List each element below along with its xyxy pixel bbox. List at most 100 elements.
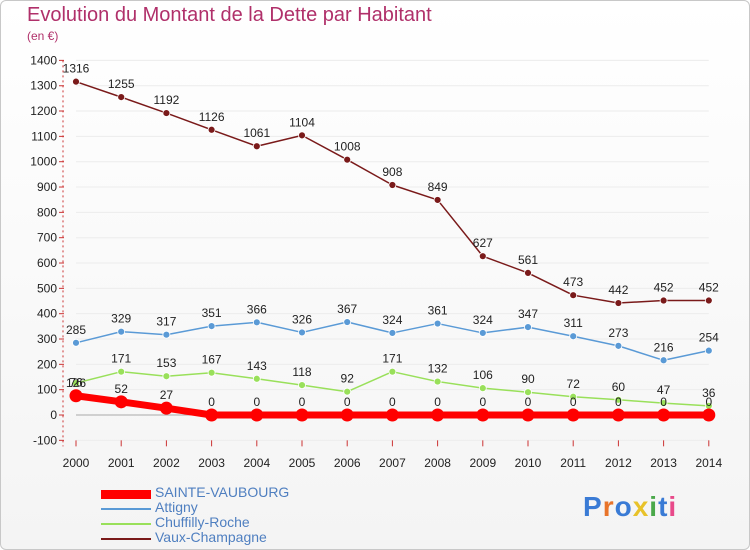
- data-point: [250, 408, 264, 422]
- proxiti-logo: Proxiti: [583, 491, 678, 522]
- data-point: [340, 408, 354, 422]
- legend-swatch: [101, 490, 151, 499]
- line-chart: -100010020030040050060070080090010001100…: [30, 53, 722, 470]
- data-label: 361: [428, 304, 448, 318]
- data-label: 366: [247, 302, 267, 316]
- data-point: [657, 408, 671, 422]
- x-tick-label: 2005: [289, 456, 316, 470]
- data-label: 561: [518, 253, 538, 267]
- data-label: 1316: [63, 62, 90, 76]
- data-label: 118: [292, 365, 311, 379]
- data-point: [207, 322, 216, 330]
- data-point: [569, 392, 578, 401]
- data-label: 90: [521, 372, 535, 386]
- data-point: [702, 408, 716, 422]
- data-point: [659, 296, 668, 305]
- y-tick-label: 700: [37, 231, 57, 245]
- data-label: 27: [160, 388, 174, 402]
- legend-swatch: [101, 508, 151, 510]
- data-point: [614, 395, 623, 404]
- data-label: 317: [156, 315, 176, 329]
- chart-title: Evolution du Montant de la Dette par Hab…: [27, 4, 432, 26]
- data-point: [569, 291, 578, 300]
- data-label: 47: [657, 383, 671, 397]
- data-label: 285: [66, 323, 86, 337]
- data-label: 76: [69, 376, 83, 390]
- data-label: 326: [292, 312, 312, 326]
- data-point: [159, 401, 173, 415]
- data-point: [524, 268, 532, 277]
- data-point: [659, 356, 668, 365]
- data-label: 167: [202, 353, 222, 367]
- data-point: [343, 318, 352, 326]
- x-tick-label: 2010: [515, 456, 542, 470]
- x-tick-label: 2006: [334, 456, 361, 470]
- data-label: 347: [518, 307, 538, 321]
- data-point: [207, 125, 216, 134]
- data-label: 0: [344, 395, 351, 409]
- data-label: 0: [434, 395, 441, 409]
- data-point: [431, 408, 445, 422]
- x-tick-label: 2003: [198, 456, 225, 470]
- y-tick-label: 1300: [30, 79, 57, 93]
- data-point: [388, 181, 397, 189]
- x-tick-label: 2012: [605, 456, 632, 470]
- data-label: 329: [111, 312, 131, 326]
- legend-swatch: [101, 538, 151, 540]
- data-point: [388, 329, 397, 337]
- data-point: [72, 77, 80, 86]
- data-point: [476, 408, 490, 422]
- data-point: [343, 387, 352, 396]
- data-label: 0: [660, 395, 667, 409]
- data-point: [162, 372, 171, 381]
- data-point: [252, 374, 261, 383]
- y-tick-label: 300: [37, 332, 57, 346]
- data-label: 0: [208, 395, 215, 409]
- data-point: [343, 155, 352, 164]
- data-point: [524, 323, 532, 332]
- data-label: 0: [299, 395, 306, 409]
- data-label: 1126: [199, 110, 225, 124]
- data-label: 143: [247, 359, 267, 373]
- data-label: 0: [479, 395, 486, 409]
- data-point: [207, 368, 216, 377]
- y-tick-label: 1200: [30, 104, 57, 118]
- data-label: 442: [608, 283, 628, 297]
- data-label: 452: [654, 281, 674, 295]
- y-tick-label: 1000: [30, 155, 57, 169]
- chart-unit: (en €): [27, 29, 59, 43]
- data-point: [117, 367, 126, 376]
- data-point: [114, 395, 128, 409]
- data-point: [704, 346, 713, 355]
- data-label: 106: [473, 368, 493, 382]
- data-label: 0: [570, 395, 577, 409]
- data-point: [478, 384, 487, 393]
- data-label: 311: [564, 316, 583, 330]
- data-label: 1061: [243, 126, 270, 140]
- data-point: [72, 379, 80, 387]
- data-point: [72, 338, 80, 347]
- data-label: 126: [66, 376, 86, 390]
- y-tick-label: 1400: [30, 53, 57, 67]
- data-label: 0: [705, 395, 712, 409]
- y-tick-label: 1100: [31, 129, 57, 143]
- x-tick-label: 2002: [153, 456, 180, 470]
- y-tick-label: 800: [37, 205, 57, 219]
- series-line-3: [75, 80, 709, 304]
- data-label: 153: [156, 356, 176, 370]
- data-label: 132: [428, 362, 448, 376]
- data-label: 171: [382, 352, 402, 366]
- data-point: [69, 389, 83, 403]
- data-label: 627: [473, 236, 493, 250]
- data-point: [162, 330, 171, 339]
- data-label: 1192: [153, 93, 179, 107]
- data-point: [117, 327, 126, 336]
- data-point: [162, 109, 171, 117]
- x-tick-label: 2004: [243, 456, 270, 470]
- x-tick-label: 2001: [108, 456, 135, 470]
- x-tick-label: 2014: [695, 456, 722, 470]
- data-label: 849: [428, 180, 448, 194]
- data-label: 254: [699, 331, 719, 345]
- x-tick-label: 2013: [650, 456, 677, 470]
- data-point: [659, 399, 668, 407]
